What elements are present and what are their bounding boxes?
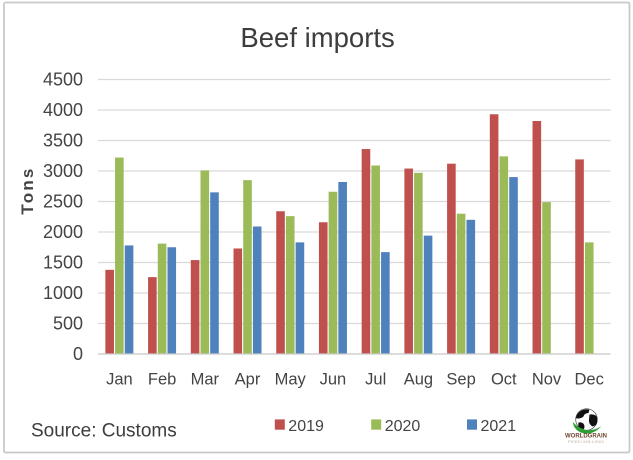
svg-text:Jan: Jan (106, 371, 133, 389)
svg-text:Oct: Oct (491, 371, 517, 389)
svg-text:3000: 3000 (43, 161, 83, 181)
svg-text:FEED MILLING: FEED MILLING (568, 440, 605, 444)
svg-text:Tons: Tons (18, 166, 37, 214)
svg-text:1000: 1000 (43, 283, 83, 303)
svg-text:2021: 2021 (481, 418, 517, 435)
svg-text:Dec: Dec (575, 371, 604, 389)
svg-text:Aug: Aug (404, 371, 433, 389)
svg-text:Jul: Jul (365, 371, 386, 389)
svg-text:Jun: Jun (320, 371, 347, 389)
svg-text:WORLDGRAIN: WORLDGRAIN (565, 433, 607, 440)
svg-text:3500: 3500 (43, 131, 83, 151)
svg-text:4000: 4000 (43, 100, 83, 120)
svg-text:Source: Customs: Source: Customs (31, 421, 177, 442)
svg-text:500: 500 (53, 314, 83, 334)
svg-text:2000: 2000 (43, 222, 83, 242)
svg-text:Beef imports: Beef imports (240, 22, 394, 53)
svg-text:4500: 4500 (43, 70, 83, 90)
svg-text:Feb: Feb (148, 371, 176, 389)
svg-text:Apr: Apr (235, 371, 261, 389)
svg-text:1500: 1500 (43, 253, 83, 273)
svg-text:Nov: Nov (532, 371, 562, 389)
svg-text:May: May (275, 371, 307, 389)
svg-text:Mar: Mar (191, 371, 220, 389)
svg-text:Sep: Sep (446, 371, 475, 389)
svg-text:0: 0 (73, 344, 83, 364)
svg-text:2500: 2500 (43, 192, 83, 212)
svg-text:2020: 2020 (385, 418, 421, 435)
svg-text:2019: 2019 (288, 418, 324, 435)
